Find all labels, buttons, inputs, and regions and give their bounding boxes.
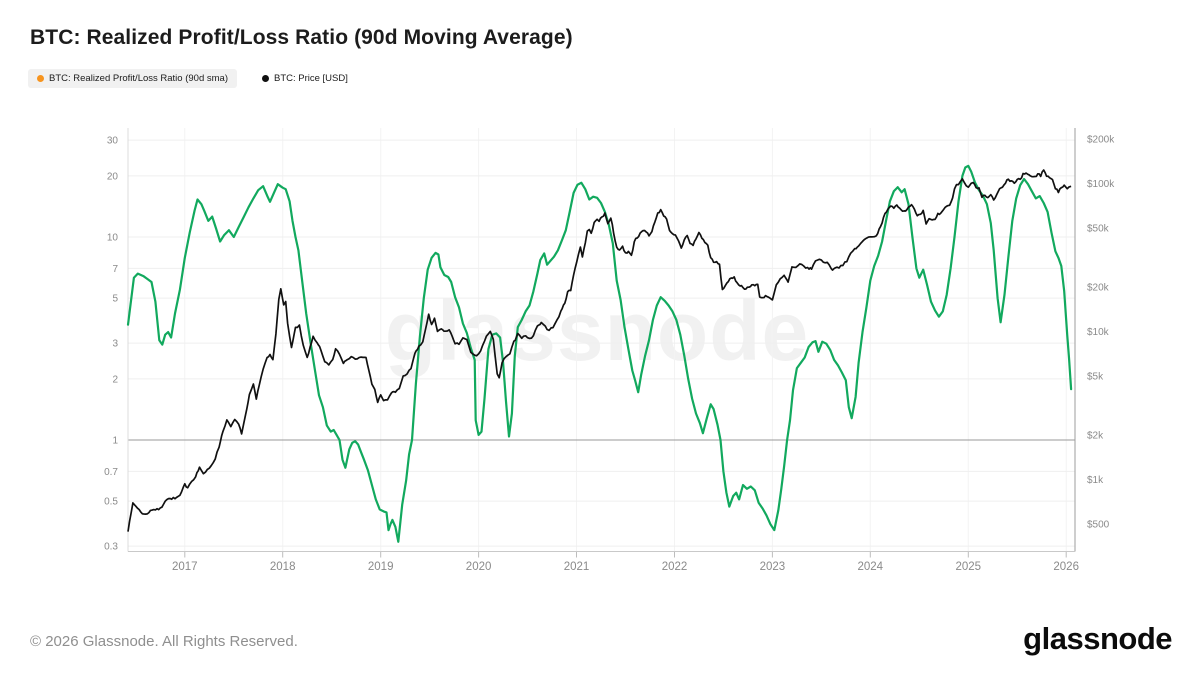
y-right-label: $1k	[1087, 475, 1104, 486]
page-title: BTC: Realized Profit/Loss Ratio (90d Mov…	[30, 26, 573, 49]
legend-label-price: BTC: Price [USD]	[273, 73, 348, 84]
y-right-label: $20k	[1087, 283, 1110, 294]
x-axis-label: 2017	[172, 561, 198, 573]
y-right-label: $200k	[1087, 135, 1115, 146]
y-right-label: $100k	[1087, 179, 1115, 190]
y-left-label: 0.5	[104, 497, 118, 508]
y-right-label: $10k	[1087, 327, 1110, 338]
y-left-label: 30	[107, 136, 119, 147]
ratio-line-above-1[interactable]	[126, 164, 1073, 543]
x-axis-label: 2024	[858, 561, 884, 573]
y-right-label: $500	[1087, 520, 1110, 531]
y-left-label: 3	[112, 339, 118, 350]
y-right-label: $50k	[1087, 224, 1110, 235]
y-right-label: $2k	[1087, 431, 1104, 442]
y-left-label: 5	[112, 294, 118, 305]
glassnode-logo: glassnode	[1023, 621, 1172, 656]
x-axis-label: 2018	[270, 561, 296, 573]
x-axis-label: 2019	[368, 561, 394, 573]
copyright-text: © 2026 Glassnode. All Rights Reserved.	[30, 633, 298, 650]
ratio-series-dot-icon	[37, 75, 44, 82]
x-axis-label: 2026	[1053, 561, 1079, 573]
y-right-label: $5k	[1087, 372, 1104, 383]
y-left-label: 1	[112, 436, 118, 447]
x-axis-label: 2021	[564, 561, 590, 573]
price-line[interactable]	[127, 169, 1072, 532]
legend-label-ratio: BTC: Realized Profit/Loss Ratio (90d sma…	[49, 73, 228, 84]
legend-item-ratio[interactable]: BTC: Realized Profit/Loss Ratio (90d sma…	[28, 69, 237, 88]
legend: BTC: Realized Profit/Loss Ratio (90d sma…	[28, 69, 357, 88]
y-left-label: 0.7	[104, 467, 118, 478]
y-left-label: 10	[107, 233, 119, 244]
x-axis-label: 2022	[662, 561, 688, 573]
footer: © 2026 Glassnode. All Rights Reserved. g…	[0, 613, 1200, 675]
legend-item-price[interactable]: BTC: Price [USD]	[253, 69, 357, 88]
x-axis-label: 2025	[956, 561, 982, 573]
x-axis-label: 2020	[466, 561, 492, 573]
price-series-dot-icon	[261, 75, 269, 82]
y-left-label: 20	[107, 171, 119, 182]
y-left-label: 0.3	[104, 542, 118, 553]
y-left-label: 7	[112, 264, 118, 275]
y-left-label: 2	[112, 374, 118, 385]
x-axis-label: 2023	[760, 561, 786, 573]
